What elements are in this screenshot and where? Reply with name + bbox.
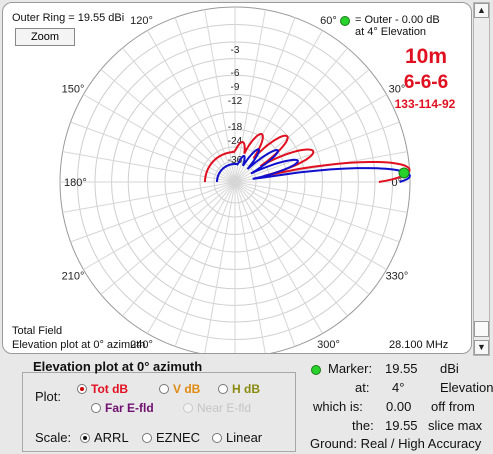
radio-near-e-field <box>183 403 193 413</box>
grid-spoke <box>234 181 387 270</box>
the-unit: slice max <box>428 418 483 433</box>
marker-unit: dBi <box>440 361 459 376</box>
grid-spoke <box>234 69 370 183</box>
marker-legend-dot <box>340 16 350 26</box>
at-unit: Elevation <box>440 380 493 395</box>
db-ring-label: -18 <box>228 122 243 133</box>
marker-legend-text: = Outer - 0.00 dB <box>355 14 440 26</box>
band-label: 10m <box>404 45 448 68</box>
grid-spoke <box>204 181 236 353</box>
scroll-down-button[interactable]: ▼ <box>474 340 489 355</box>
radio-scale-arrl-label[interactable]: ARRL <box>94 430 129 445</box>
grid-spoke <box>234 181 266 353</box>
field-label: Total Field <box>12 325 63 337</box>
radio-scale-eznec[interactable] <box>142 433 152 443</box>
angle-label: 120° <box>130 15 153 27</box>
polar-plot-panel: 90°60°30°0°330°300°270°240°210°180°150°1… <box>2 2 472 354</box>
radio-scale-eznec-label[interactable]: EZNEC <box>156 430 201 445</box>
vertical-scrollbar[interactable]: ▲ ▼ <box>473 2 490 356</box>
panel-title: Elevation plot at 0° azimuth <box>33 359 203 374</box>
elevation-caption: Elevation plot at 0° azimuth <box>12 339 146 351</box>
radio-near-e-field-label: Near E-fld <box>197 401 252 415</box>
which-label: which is: <box>313 399 363 414</box>
plot-options-panel <box>22 372 296 452</box>
grid-spoke <box>234 17 296 183</box>
radio-v-db[interactable] <box>159 384 169 394</box>
radio-far-e-field-label[interactable]: Far E-fld <box>105 401 154 415</box>
angle-label: 60° <box>320 15 337 27</box>
radio-v-db-label[interactable]: V dB <box>173 382 201 396</box>
grid-spoke <box>234 181 400 243</box>
grid-spoke <box>234 181 348 317</box>
db-ring-label: -24 <box>228 136 243 147</box>
grid-spoke <box>122 181 236 317</box>
at-label: at: <box>355 380 370 395</box>
grid-spoke <box>234 181 296 347</box>
tot-db-trace-red <box>204 133 411 183</box>
frequency-label: 28.100 MHz <box>389 339 449 351</box>
trace-blue <box>216 148 411 183</box>
db-ring-label: -36 <box>228 155 243 166</box>
marker-legend-elevation: at 4° Elevation <box>355 26 427 38</box>
grid-spoke <box>70 181 236 243</box>
radio-scale-linear[interactable] <box>212 433 222 443</box>
the-value: 19.55 <box>385 418 418 433</box>
at-value: 4° <box>392 380 405 395</box>
grid-spoke <box>234 181 323 334</box>
radio-h-db-label[interactable]: H dB <box>232 382 260 396</box>
radio-scale-linear-label[interactable]: Linear <box>226 430 263 445</box>
which-unit: off from <box>431 399 475 414</box>
db-ring-label: -12 <box>228 96 243 107</box>
marker-dot-icon <box>398 167 410 179</box>
grid-spoke <box>174 181 236 347</box>
zoom-button[interactable]: Zoom <box>15 28 75 46</box>
scale-label: Scale: <box>35 430 72 445</box>
db-ring-label: -6 <box>231 68 240 79</box>
marker-value: 19.55 <box>385 361 418 376</box>
outer-ring-label: Outer Ring = 19.55 dBi <box>12 12 125 24</box>
angle-label: 330° <box>386 271 409 283</box>
radio-scale-arrl[interactable] <box>80 433 90 443</box>
grid-spoke <box>83 181 236 270</box>
grid-spoke <box>62 181 236 213</box>
radio-far-e-field[interactable] <box>91 403 101 413</box>
plot-label: Plot: <box>35 389 62 404</box>
angle-label: 240° <box>130 339 153 351</box>
stack-label: 6-6-6 <box>403 72 449 93</box>
which-value: 0.00 <box>386 399 412 414</box>
angle-label: 150° <box>62 84 85 96</box>
marker-dot-icon <box>311 365 321 375</box>
angle-label: 300° <box>317 339 340 351</box>
radio-h-db[interactable] <box>218 384 228 394</box>
angle-label: 180° <box>64 177 87 189</box>
marker-label: Marker: <box>328 361 373 376</box>
grid-spoke <box>234 181 408 213</box>
scroll-thumb[interactable] <box>474 321 489 337</box>
the-label: the: <box>352 418 374 433</box>
grid-spoke <box>100 181 236 295</box>
grid-spoke <box>147 181 236 334</box>
grid-spoke <box>234 181 370 295</box>
angle-label: 0° <box>391 177 402 189</box>
db-ring-label: -3 <box>231 45 240 56</box>
polar-plot: 90°60°30°0°330°300°270°240°210°180°150°1… <box>59 6 411 353</box>
heights-label: 133-114-92 <box>394 97 456 111</box>
angle-label: 30° <box>389 84 406 96</box>
grid-spoke <box>234 9 266 183</box>
angle-label: 210° <box>62 271 85 283</box>
db-ring-label: -9 <box>231 82 240 93</box>
grid-spoke <box>234 121 400 183</box>
radio-tot-db[interactable] <box>77 384 87 394</box>
ground-info: Ground: Real / High Accuracy <box>310 436 482 451</box>
scroll-up-button[interactable]: ▲ <box>474 3 489 18</box>
radio-tot-db-label[interactable]: Tot dB <box>91 382 129 396</box>
